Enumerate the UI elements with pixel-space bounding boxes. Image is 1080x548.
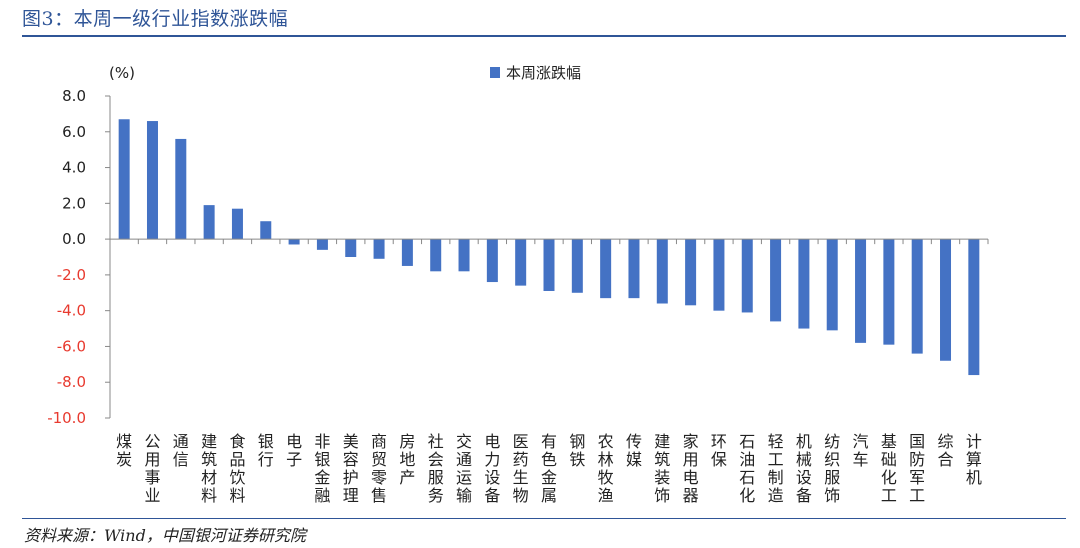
x-category-labels: 煤炭公用事业通信建筑材料食品饮料银行电子非银金融美容护理商贸零售房地产社会服务交… <box>116 432 982 505</box>
bar <box>430 239 442 272</box>
figure-title: 图3：本周一级行业指数涨跌幅 <box>22 8 289 30</box>
bar <box>968 239 980 376</box>
x-category-label: 家用电器 <box>683 432 699 505</box>
x-category-label: 电子 <box>286 432 302 469</box>
x-category-label: 非银金融 <box>314 432 330 505</box>
x-category-label: 社会服务 <box>428 432 444 505</box>
x-category-label: 汽车 <box>853 432 869 469</box>
bar <box>316 239 328 250</box>
bar <box>260 221 272 240</box>
bars <box>118 119 980 376</box>
x-category-label: 农林牧渔 <box>598 432 614 505</box>
x-category-label: 公用事业 <box>144 432 160 505</box>
bar <box>118 119 130 240</box>
bar <box>600 239 612 299</box>
x-category-label: 商贸零售 <box>371 432 387 505</box>
y-ticks: 8.0 6.0 4.0 2.0 0.0 -2.0 -4.0 -6.0 -8.0 -10.0 <box>47 87 110 427</box>
bar <box>373 239 385 259</box>
x-category-label: 轻工制造 <box>768 432 784 505</box>
x-category-label: 房地产 <box>399 432 415 487</box>
x-ticks <box>109 239 989 245</box>
bar <box>486 239 498 283</box>
source-rule <box>22 518 1066 519</box>
bar <box>798 239 810 329</box>
y-tick-label: -6.0 <box>57 337 86 355</box>
legend-swatch <box>490 67 500 78</box>
x-category-label: 煤炭 <box>116 432 132 469</box>
bar <box>175 138 187 240</box>
x-category-label: 有色金属 <box>541 432 557 505</box>
source-note: 资料来源：Wind，中国银河证券研究院 <box>24 526 306 545</box>
x-category-label: 传媒 <box>626 432 642 469</box>
x-category-label: 医药生物 <box>513 432 529 505</box>
x-category-label: 基础化工 <box>881 432 897 505</box>
x-category-label: 交通运输 <box>456 432 472 505</box>
bar <box>515 239 527 286</box>
x-category-label: 美容护理 <box>343 432 359 505</box>
x-category-label: 国防军工 <box>909 432 925 505</box>
x-category-label: 建筑装饰 <box>654 432 670 505</box>
bar <box>543 239 555 291</box>
x-category-label: 电力设备 <box>484 432 500 505</box>
bar <box>146 121 158 240</box>
bar <box>401 239 413 266</box>
y-unit-label: (%) <box>109 64 135 82</box>
y-tick-label: -10.0 <box>47 409 86 427</box>
x-category-label: 建筑材料 <box>201 432 217 505</box>
bar <box>826 239 838 331</box>
y-tick-label: 8.0 <box>62 87 86 105</box>
bar <box>911 239 923 354</box>
bar <box>713 239 725 311</box>
x-category-label: 机械设备 <box>796 432 812 505</box>
bar <box>231 208 243 240</box>
x-category-label: 通信 <box>173 432 189 469</box>
x-category-label: 计算机 <box>966 432 982 487</box>
legend: 本周涨跌幅 <box>490 64 581 82</box>
legend-label: 本周涨跌幅 <box>506 64 581 82</box>
bar <box>288 239 300 245</box>
y-tick-label: 0.0 <box>62 230 86 248</box>
y-tick-label: 6.0 <box>62 123 86 141</box>
y-tick-label: -4.0 <box>57 302 86 320</box>
bar <box>741 239 753 313</box>
bar <box>345 239 357 257</box>
title-rule <box>22 35 1066 37</box>
bar <box>458 239 470 272</box>
y-tick-label: 4.0 <box>62 159 86 177</box>
y-tick-label: 2.0 <box>62 194 86 212</box>
bar <box>203 205 215 240</box>
bar-chart: (%) 本周涨跌幅 8.0 6.0 4.0 2.0 0.0 -2.0 -4.0 -6.0 -8.… <box>47 64 989 505</box>
x-category-label: 钢铁 <box>569 432 585 469</box>
x-category-label: 综合 <box>938 432 954 469</box>
bar <box>883 239 895 345</box>
bar <box>656 239 668 304</box>
bar <box>628 239 640 299</box>
bar <box>571 239 583 293</box>
bar <box>855 239 867 343</box>
bar <box>685 239 697 306</box>
x-category-label: 食品饮料 <box>229 432 245 505</box>
x-category-label: 环保 <box>711 432 727 469</box>
x-category-label: 石油石化 <box>739 432 755 505</box>
bar <box>770 239 782 322</box>
y-tick-label: -2.0 <box>57 266 86 284</box>
x-category-label: 银行 <box>258 432 274 469</box>
bar <box>940 239 952 361</box>
x-category-label: 纺织服饰 <box>824 432 840 505</box>
y-tick-label: -8.0 <box>57 373 86 391</box>
